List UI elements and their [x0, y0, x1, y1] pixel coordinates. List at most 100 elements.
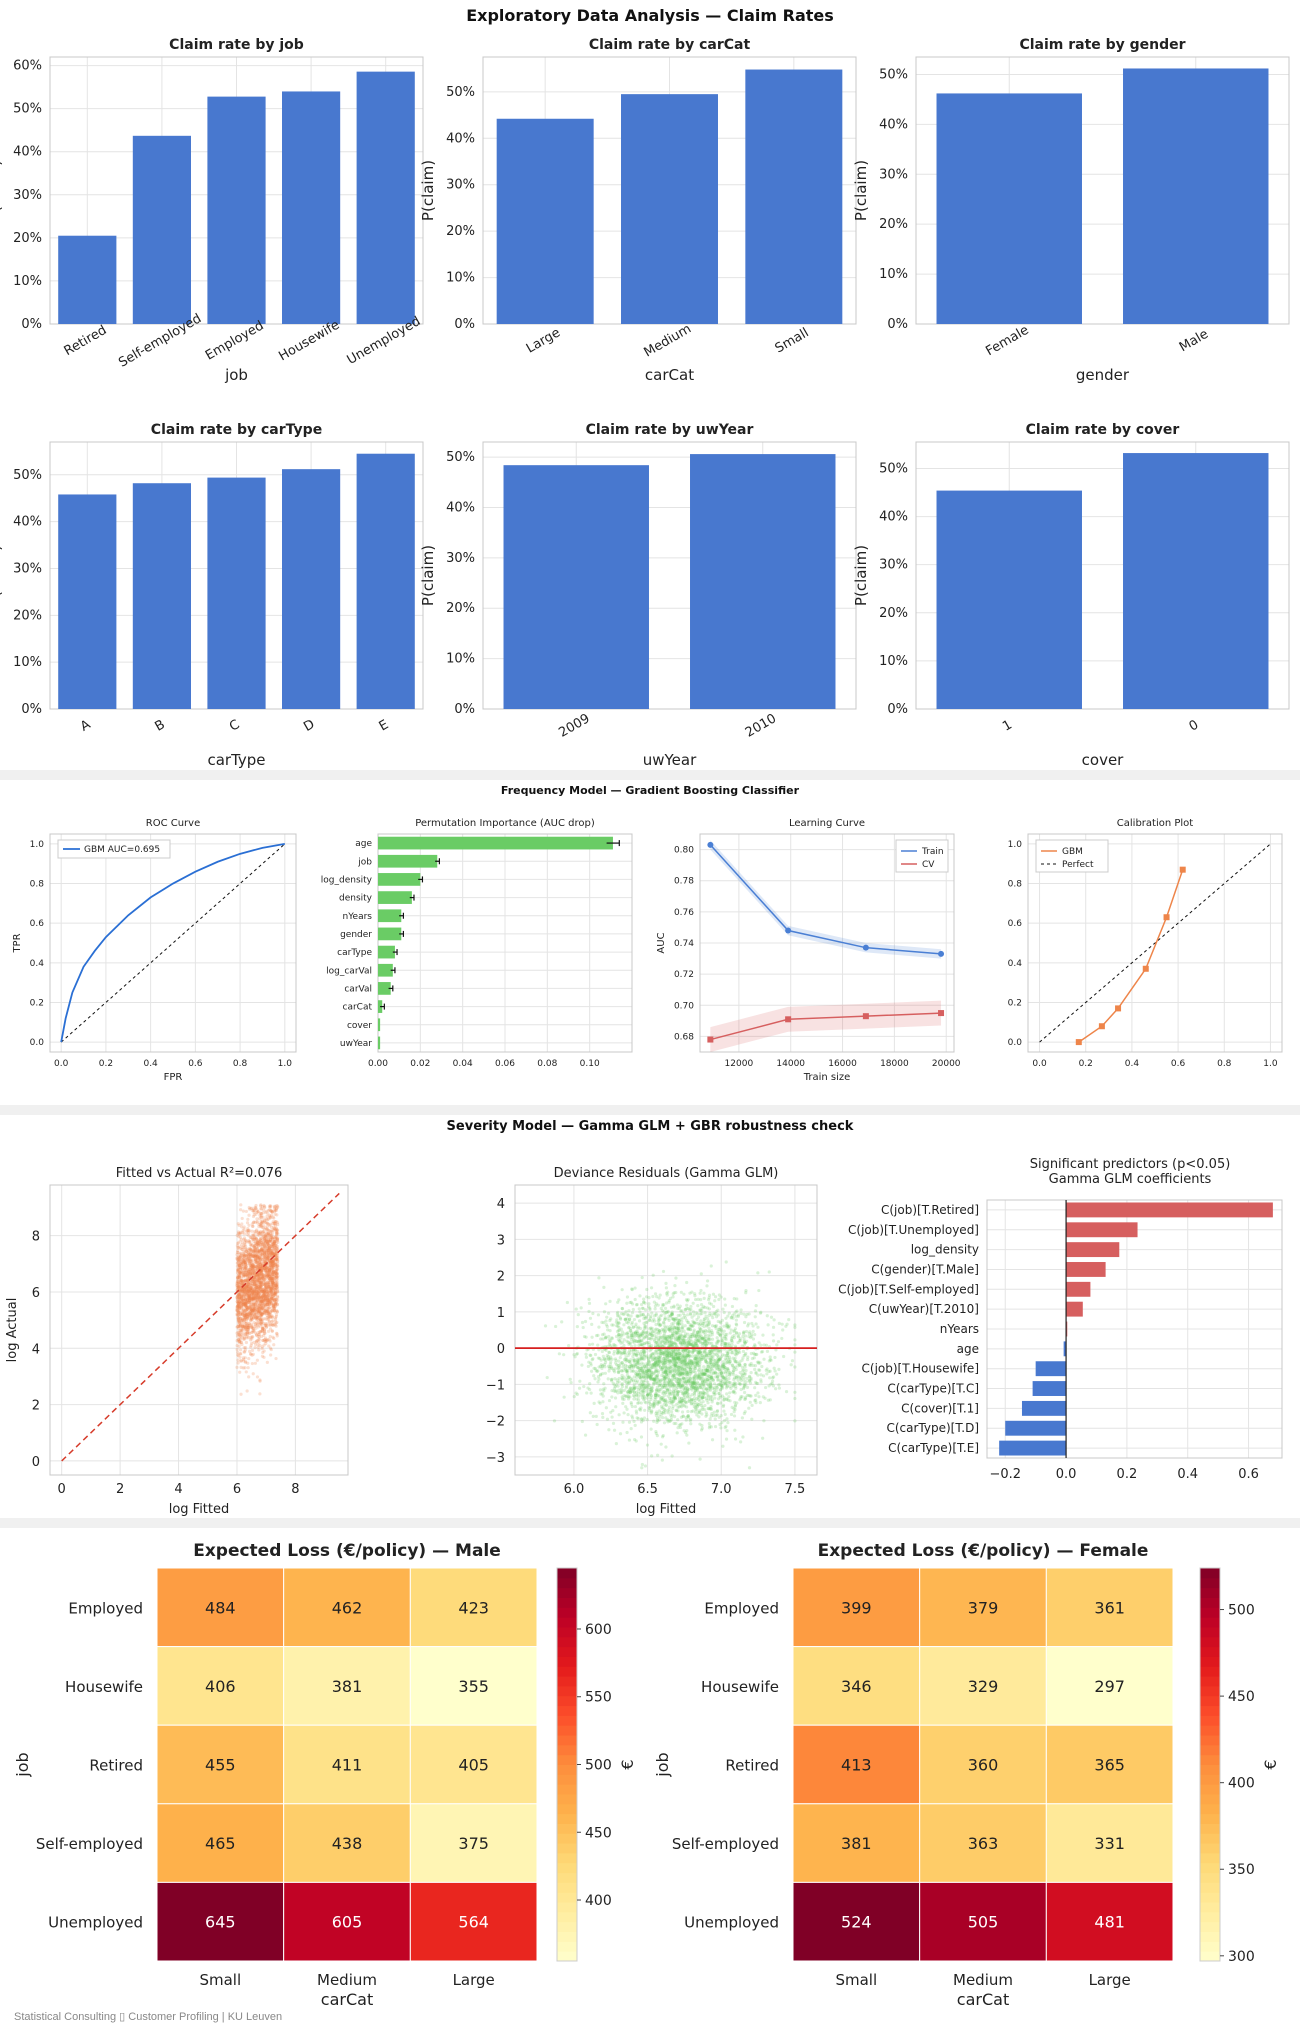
scatter-point — [271, 1264, 275, 1268]
scatter-point — [266, 1253, 270, 1258]
residual-point — [588, 1316, 593, 1320]
scatter-point — [237, 1263, 241, 1267]
scatter-point — [270, 1210, 274, 1214]
residual-point — [660, 1313, 664, 1317]
residual-point — [754, 1398, 758, 1402]
scatter-point — [254, 1286, 258, 1290]
y-axis-label: P(claim) — [0, 545, 4, 606]
scatter-point — [258, 1309, 262, 1313]
scatter-point — [243, 1270, 247, 1274]
scatter-point — [263, 1250, 267, 1254]
scatter-point — [259, 1213, 263, 1218]
scatter-point — [269, 1243, 273, 1247]
residual-point — [655, 1420, 659, 1424]
calibration-point — [1115, 1005, 1122, 1012]
scatter-point — [267, 1298, 272, 1302]
residual-point — [633, 1437, 637, 1442]
scatter-point — [243, 1250, 247, 1254]
scatter-point — [237, 1286, 241, 1290]
residual-point — [590, 1322, 594, 1326]
residual-point — [608, 1299, 612, 1303]
scatter-point — [263, 1323, 267, 1327]
residual-point — [607, 1398, 612, 1403]
scatter-point — [243, 1326, 247, 1331]
scatter-point — [240, 1264, 244, 1269]
residual-point — [759, 1373, 763, 1377]
scatter-point — [264, 1290, 268, 1294]
x-tick-label: 1 — [1000, 717, 1015, 734]
scatter-point — [245, 1283, 249, 1287]
scatter-point — [245, 1290, 249, 1294]
scatter-point — [257, 1274, 261, 1278]
scatter-point — [251, 1293, 255, 1297]
scatter-point — [268, 1222, 272, 1226]
residual-point — [753, 1386, 757, 1390]
scatter-point — [265, 1295, 270, 1299]
scatter-point — [253, 1274, 257, 1278]
scatter-point — [269, 1292, 273, 1296]
y-tick-label: 10% — [446, 271, 475, 286]
scatter-point — [271, 1257, 276, 1261]
identity-line — [61, 1192, 340, 1462]
scatter-point — [254, 1294, 259, 1298]
scatter-point — [268, 1277, 272, 1281]
residual-point — [736, 1334, 740, 1338]
scatter-point — [256, 1295, 260, 1299]
scatter-point — [256, 1257, 261, 1261]
scatter-point — [253, 1247, 258, 1251]
scatter-point — [267, 1247, 271, 1252]
residual-point — [757, 1360, 761, 1364]
residual-point — [708, 1417, 712, 1421]
scatter-point — [238, 1300, 242, 1304]
scatter-point — [263, 1291, 267, 1295]
scatter-point — [240, 1321, 244, 1325]
residual-point — [567, 1343, 571, 1348]
scatter-point — [268, 1232, 272, 1236]
scatter-point — [238, 1324, 242, 1328]
scatter-point — [253, 1257, 257, 1261]
scatter-point — [237, 1339, 241, 1343]
scatter-point — [254, 1296, 258, 1300]
scatter-point — [243, 1304, 247, 1308]
scatter-point — [266, 1241, 270, 1245]
scatter-point — [263, 1312, 267, 1316]
scatter-point — [269, 1300, 273, 1305]
scatter-point — [255, 1278, 259, 1282]
plot-frame — [377, 833, 633, 1053]
y-axis-label: P(claim) — [419, 160, 437, 221]
scatter-point — [241, 1292, 245, 1297]
scatter-point — [243, 1324, 247, 1328]
scatter-point — [256, 1230, 260, 1234]
residual-point — [583, 1319, 588, 1324]
scatter-point — [248, 1283, 253, 1287]
residual-point — [661, 1269, 666, 1274]
residual-point — [705, 1306, 710, 1310]
scatter-point — [274, 1356, 278, 1361]
scatter-point — [267, 1208, 271, 1212]
scatter-point — [271, 1267, 275, 1271]
scatter-point — [260, 1306, 264, 1310]
y-axis-label: log Actual — [5, 1298, 20, 1363]
scatter-point — [266, 1329, 271, 1333]
point-cv — [938, 1010, 945, 1017]
y-tick-label: 0% — [21, 702, 42, 717]
scatter-point — [268, 1280, 272, 1285]
residual-point — [703, 1311, 707, 1315]
scatter-point — [263, 1244, 267, 1248]
scatter-point — [259, 1241, 264, 1245]
residual-point — [732, 1410, 736, 1414]
residual-point — [645, 1354, 649, 1358]
scatter-point — [263, 1218, 267, 1222]
scatter-point — [270, 1266, 274, 1270]
scatter-point — [261, 1226, 266, 1230]
residual-point — [713, 1417, 717, 1421]
residual-point — [742, 1312, 746, 1316]
x-tick-label: 6.0 — [564, 1482, 585, 1497]
scatter-point — [247, 1213, 251, 1217]
scatter-point — [243, 1273, 248, 1277]
residual-point — [740, 1344, 744, 1348]
scatter-point — [243, 1278, 248, 1283]
scatter-point — [250, 1272, 254, 1277]
scatter-point — [258, 1263, 262, 1267]
scatter-point — [253, 1229, 257, 1234]
